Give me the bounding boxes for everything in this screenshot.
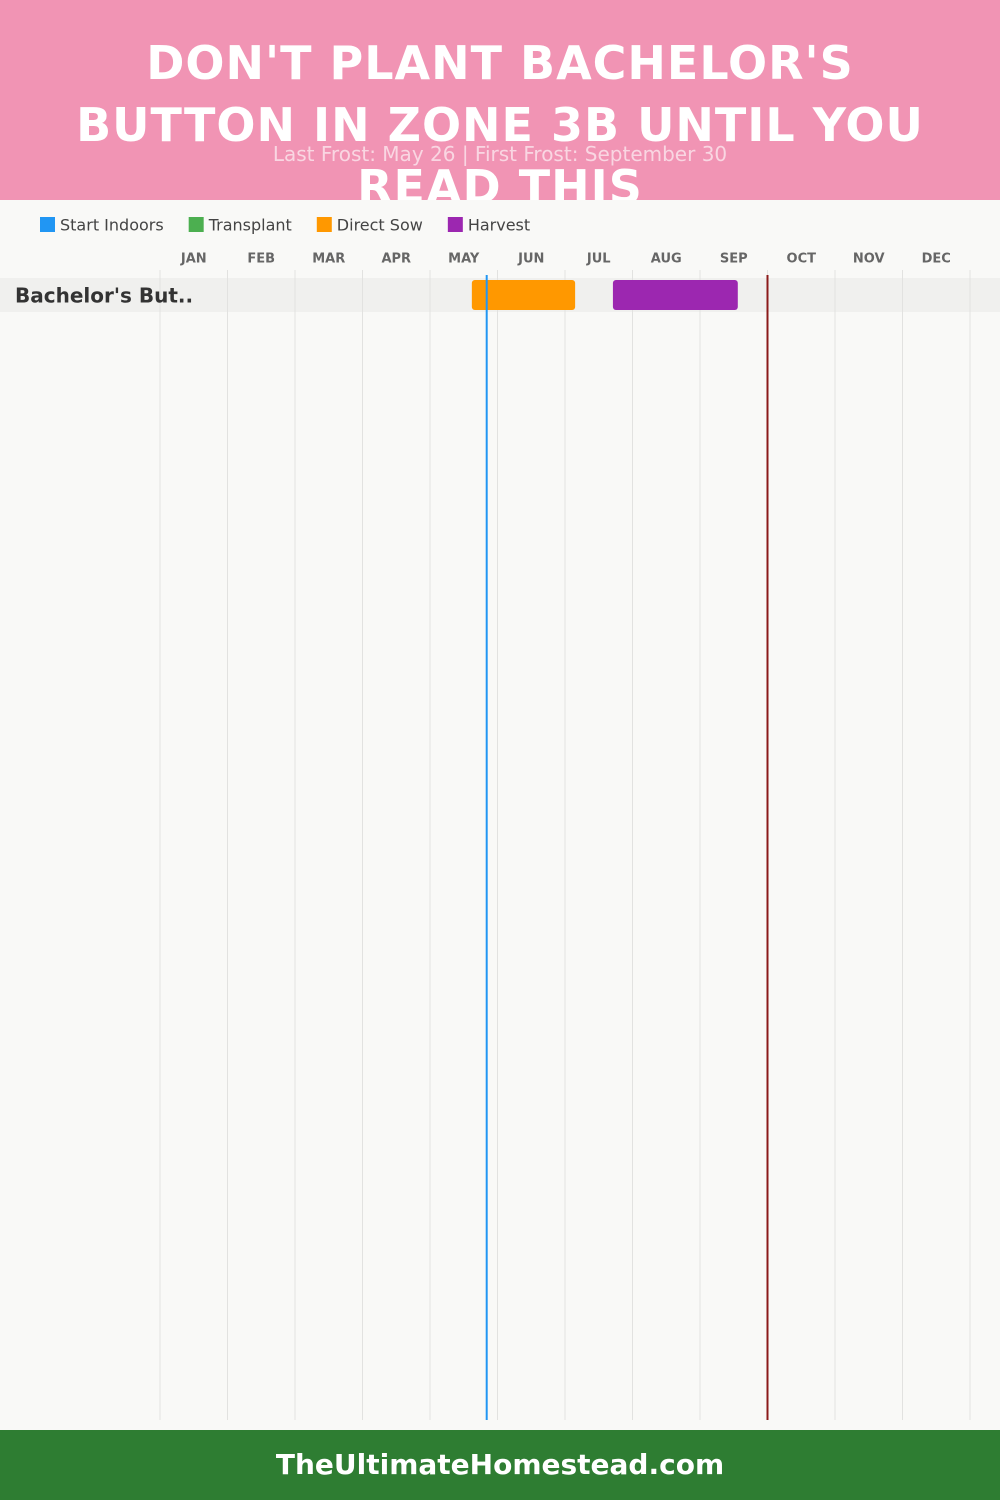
month-label: JUN <box>517 252 544 267</box>
legend-label: Start Indoors <box>60 216 164 235</box>
legend-label: Harvest <box>468 216 530 235</box>
month-label: MAR <box>312 252 345 267</box>
legend-swatch <box>40 217 55 232</box>
month-label: SEP <box>720 252 748 267</box>
month-label: MAY <box>448 252 480 267</box>
legend-swatch <box>316 217 332 232</box>
month-label: JUL <box>586 252 611 267</box>
legend-label: Transplant <box>208 216 292 235</box>
month-label: DEC <box>922 252 951 267</box>
header: DON'T PLANT BACHELOR'S BUTTON IN ZONE 3B… <box>0 0 1000 200</box>
title: DON'T PLANT BACHELOR'S BUTTON IN ZONE 3B… <box>76 36 924 200</box>
month-label: JAN <box>180 252 207 267</box>
legend-swatch <box>188 217 204 232</box>
month-label: NOV <box>853 252 885 267</box>
legend-swatch <box>447 217 463 232</box>
month-label: OCT <box>787 252 817 267</box>
month-label: AUG <box>651 252 682 267</box>
range-bar <box>612 280 738 310</box>
row-label: Bachelor's But.. <box>15 284 193 308</box>
chart: Start Indoors Transplant Direct Sow Harvest… <box>0 216 1000 1420</box>
month-label: FEB <box>247 252 275 267</box>
legend-label: Direct Sow <box>337 216 423 235</box>
month-label: APR <box>381 252 411 267</box>
subtitle: Last Frost: May 26 | First Frost: Septem… <box>272 142 728 166</box>
range-bar <box>471 280 576 310</box>
footer: TheUltimateHomestead.com <box>0 1430 1000 1500</box>
